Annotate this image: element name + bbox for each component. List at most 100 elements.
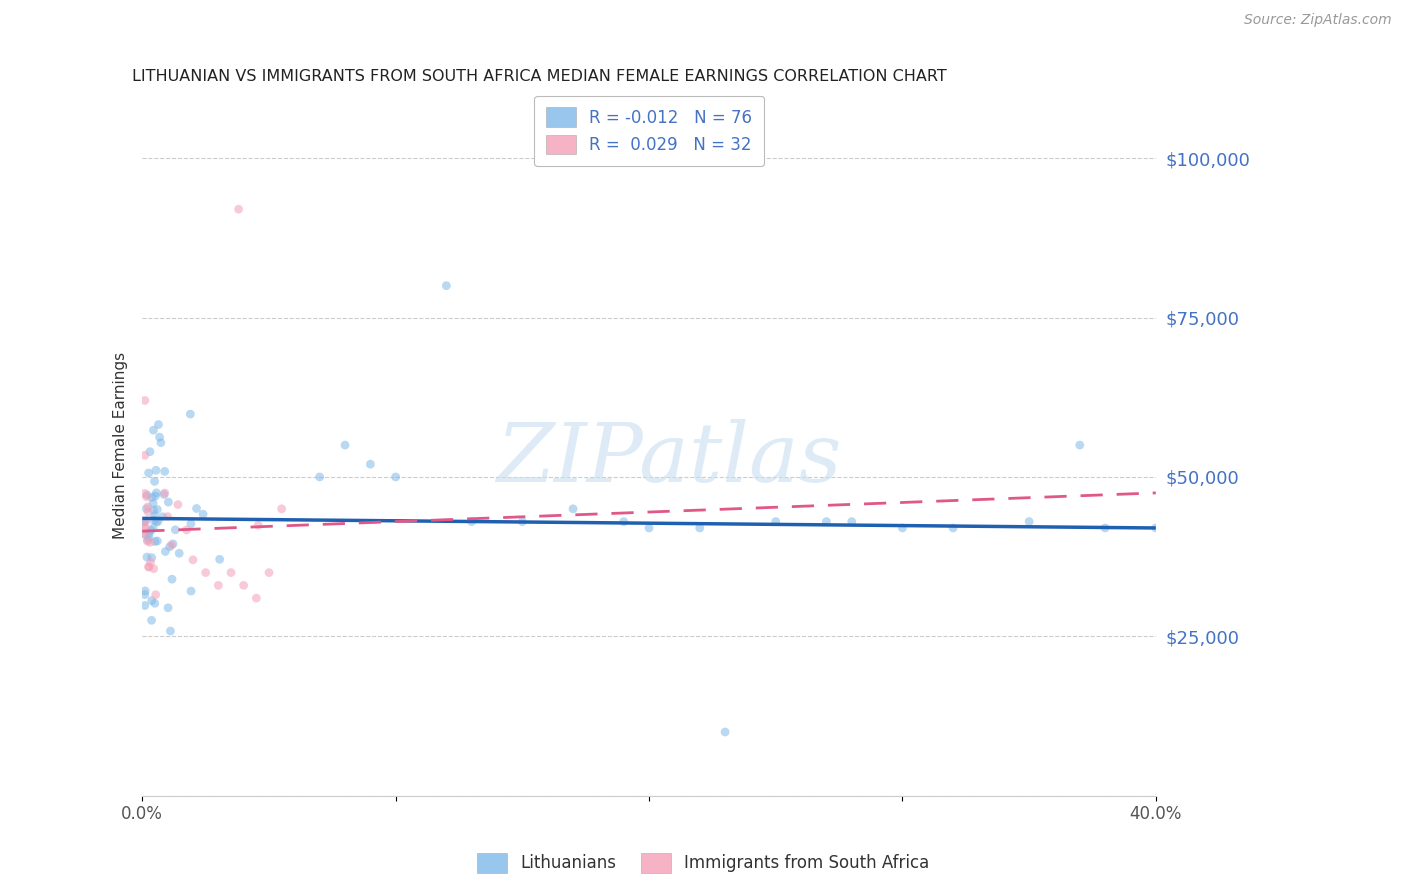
Point bbox=[134, 515, 156, 529]
Point bbox=[359, 457, 381, 471]
Point bbox=[155, 544, 177, 558]
Point bbox=[146, 515, 169, 529]
Point bbox=[891, 521, 914, 535]
Point bbox=[160, 572, 183, 586]
Point bbox=[145, 588, 167, 602]
Point bbox=[134, 599, 156, 613]
Point bbox=[1094, 521, 1116, 535]
Point bbox=[179, 407, 201, 421]
Point bbox=[156, 509, 179, 524]
Point bbox=[613, 515, 636, 529]
Point bbox=[135, 501, 157, 516]
Point bbox=[167, 498, 190, 512]
Point bbox=[142, 496, 165, 510]
Point bbox=[434, 278, 457, 293]
Point bbox=[139, 523, 162, 537]
Point bbox=[159, 540, 181, 554]
Point bbox=[384, 470, 406, 484]
Point bbox=[136, 500, 159, 514]
Point bbox=[194, 566, 217, 580]
Point bbox=[153, 486, 176, 500]
Point bbox=[143, 596, 166, 610]
Point bbox=[1144, 521, 1167, 535]
Point bbox=[165, 523, 187, 537]
Point bbox=[228, 202, 250, 217]
Point bbox=[142, 423, 165, 437]
Point bbox=[135, 514, 157, 528]
Point bbox=[186, 501, 208, 516]
Point bbox=[160, 538, 183, 552]
Text: Source: ZipAtlas.com: Source: ZipAtlas.com bbox=[1244, 13, 1392, 28]
Point bbox=[138, 559, 160, 574]
Point bbox=[136, 488, 159, 502]
Point bbox=[841, 515, 863, 529]
Point bbox=[153, 487, 176, 501]
Point bbox=[162, 537, 184, 551]
Point bbox=[143, 508, 166, 523]
Point bbox=[460, 515, 482, 529]
Point bbox=[135, 490, 157, 504]
Point bbox=[134, 486, 156, 500]
Point bbox=[689, 521, 711, 535]
Point bbox=[157, 495, 180, 509]
Y-axis label: Median Female Earnings: Median Female Earnings bbox=[114, 351, 128, 539]
Point bbox=[512, 515, 534, 529]
Point bbox=[134, 527, 156, 541]
Point bbox=[138, 526, 160, 541]
Point bbox=[333, 438, 356, 452]
Legend: Lithuanians, Immigrants from South Africa: Lithuanians, Immigrants from South Afric… bbox=[470, 847, 936, 880]
Point bbox=[942, 521, 965, 535]
Point bbox=[562, 501, 585, 516]
Point bbox=[157, 600, 180, 615]
Text: ZIPatlas: ZIPatlas bbox=[496, 419, 842, 500]
Point bbox=[141, 613, 163, 627]
Point bbox=[1069, 438, 1091, 452]
Point bbox=[135, 521, 157, 535]
Point bbox=[145, 489, 167, 503]
Point bbox=[139, 444, 162, 458]
Point bbox=[247, 518, 270, 533]
Point bbox=[257, 566, 280, 580]
Point bbox=[145, 463, 167, 477]
Point bbox=[714, 725, 737, 739]
Point bbox=[134, 588, 156, 602]
Point bbox=[138, 560, 160, 574]
Point bbox=[208, 552, 231, 566]
Point bbox=[146, 502, 169, 516]
Point bbox=[1018, 515, 1040, 529]
Point bbox=[134, 527, 156, 541]
Point bbox=[136, 550, 159, 565]
Point bbox=[139, 535, 162, 549]
Point bbox=[308, 470, 330, 484]
Point bbox=[176, 523, 198, 537]
Point bbox=[142, 503, 165, 517]
Point bbox=[148, 430, 170, 444]
Point bbox=[141, 550, 163, 565]
Point bbox=[143, 475, 166, 489]
Point bbox=[159, 624, 181, 638]
Point bbox=[145, 486, 167, 500]
Point bbox=[181, 553, 204, 567]
Point bbox=[191, 507, 214, 521]
Point bbox=[139, 555, 162, 569]
Point bbox=[245, 591, 267, 606]
Point bbox=[146, 533, 169, 548]
Point bbox=[141, 491, 163, 505]
Text: LITHUANIAN VS IMMIGRANTS FROM SOUTH AFRICA MEDIAN FEMALE EARNINGS CORRELATION CH: LITHUANIAN VS IMMIGRANTS FROM SOUTH AFRI… bbox=[132, 69, 946, 84]
Point bbox=[149, 435, 172, 450]
Point bbox=[815, 515, 838, 529]
Point bbox=[207, 578, 229, 592]
Point bbox=[138, 530, 160, 544]
Point bbox=[145, 515, 167, 529]
Point bbox=[148, 417, 170, 432]
Point bbox=[134, 521, 156, 535]
Point bbox=[167, 546, 190, 560]
Point bbox=[142, 521, 165, 535]
Point bbox=[765, 515, 787, 529]
Point bbox=[180, 516, 202, 531]
Point bbox=[134, 584, 156, 599]
Point bbox=[134, 448, 156, 462]
Point bbox=[153, 464, 176, 478]
Point bbox=[136, 505, 159, 519]
Point bbox=[232, 578, 254, 592]
